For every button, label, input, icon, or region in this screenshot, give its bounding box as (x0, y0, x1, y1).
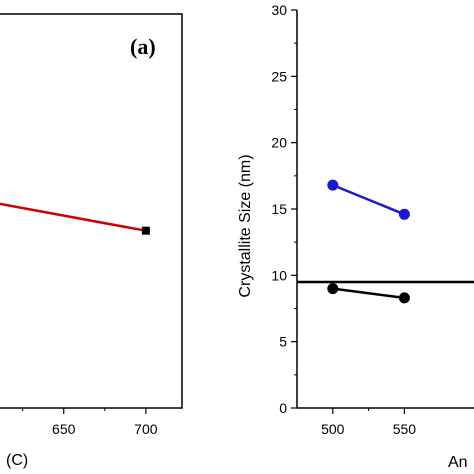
data-point (327, 179, 339, 191)
panel-a-label: (a) (130, 34, 156, 59)
data-point (398, 292, 410, 304)
panel-a: (a) 650 700 (C) (0, 13, 183, 469)
y-tick-label: 25 (271, 68, 287, 84)
panel-b-x-ticks: 500 550 (321, 408, 416, 437)
panel-a-series (0, 202, 150, 235)
series-line (332, 183, 405, 216)
y-tick-label: 20 (271, 135, 287, 151)
y-tick-label: 10 (271, 267, 287, 283)
series-line (0, 202, 147, 232)
panel-a-x-ticks: 650 700 (22, 408, 158, 437)
series-line (332, 287, 405, 300)
x-tick-label: 700 (134, 421, 158, 437)
panel-b-x-axis-label: An (448, 454, 468, 471)
data-point (398, 208, 410, 220)
panel-b-y-ticks: 0 5 10 15 20 25 30 (271, 2, 297, 416)
x-tick-label: 550 (393, 421, 417, 437)
data-point (327, 283, 339, 295)
panel-b-series (297, 179, 474, 304)
panel-b: 0 5 10 15 20 25 30 500 550 Crystallite Size (nm… (237, 2, 474, 471)
panel-b-y-axis-label: Crystallite Size (nm) (237, 154, 254, 297)
y-tick-label: 0 (279, 400, 287, 416)
panel-a-x-axis-label: (C) (6, 452, 28, 469)
data-point (141, 226, 150, 235)
y-tick-label: 5 (279, 334, 287, 350)
x-tick-label: 500 (321, 421, 345, 437)
y-tick-label: 15 (271, 201, 287, 217)
x-tick-label: 650 (52, 421, 76, 437)
y-tick-label: 30 (271, 2, 287, 18)
panel-a-frame (0, 13, 183, 409)
